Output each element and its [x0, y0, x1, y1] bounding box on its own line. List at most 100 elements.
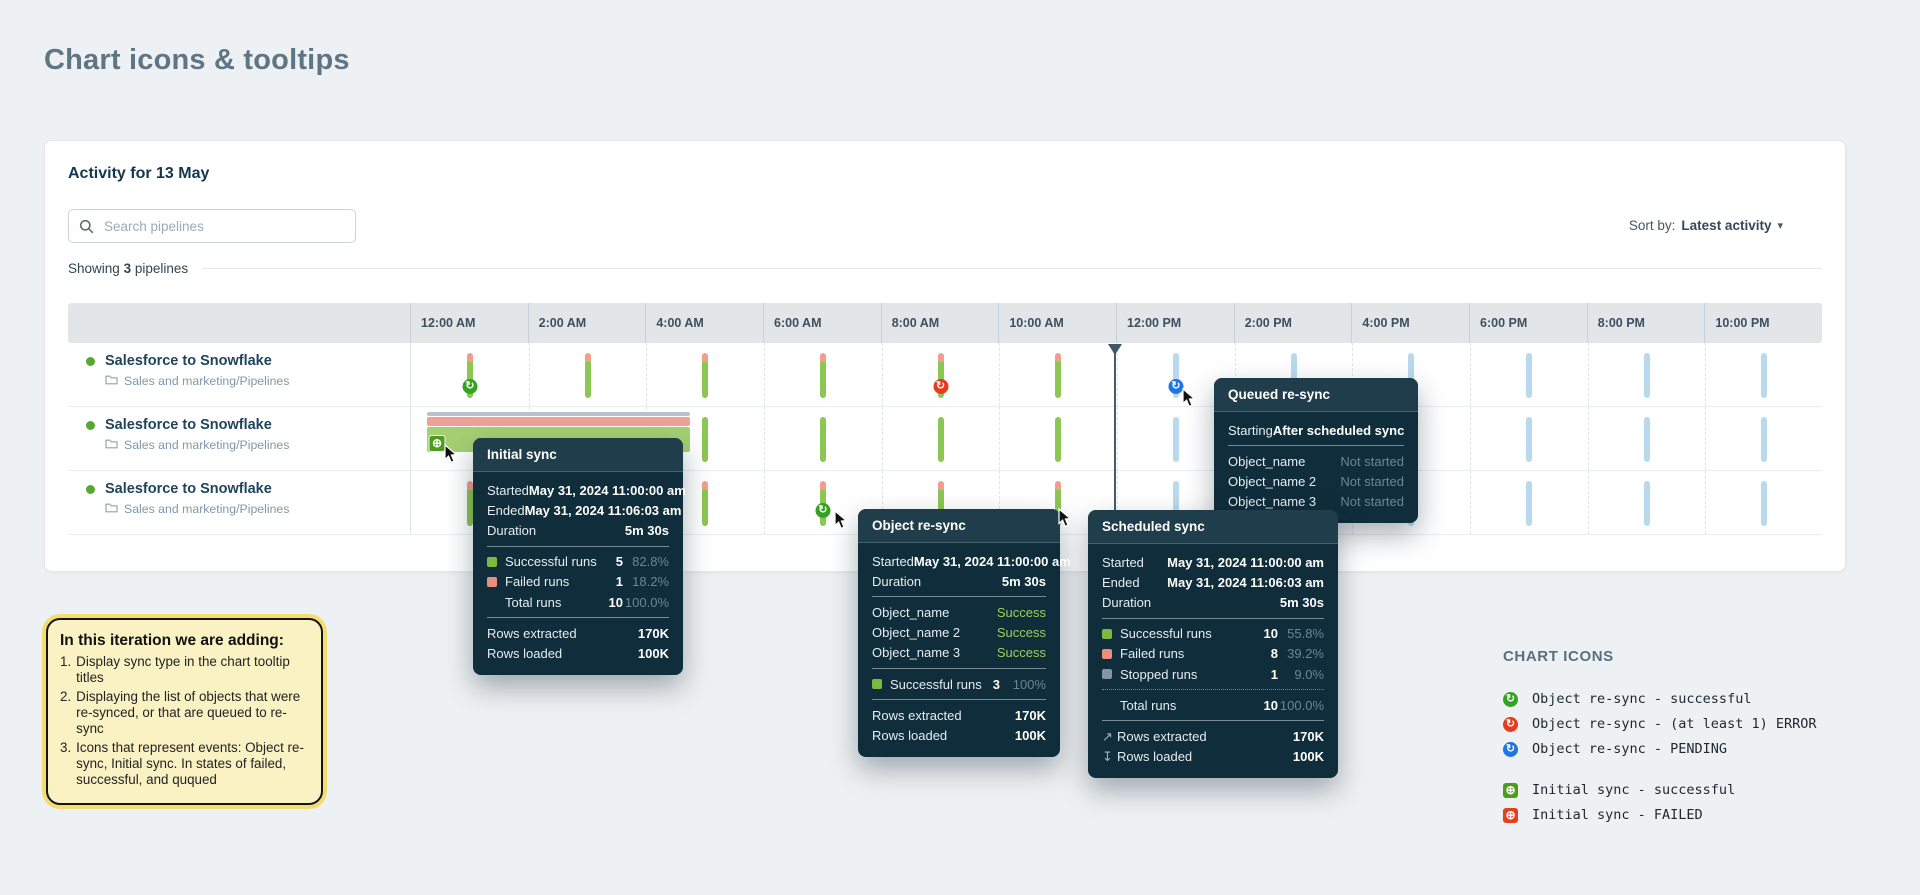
legend-label: Initial sync - FAILED [1532, 807, 1703, 823]
scheduled-run-bar[interactable] [1761, 481, 1768, 526]
scheduled-run-bar[interactable] [1761, 353, 1768, 398]
legend-label: Object re-sync - PENDING [1532, 741, 1728, 757]
legend-item: ⊕ Initial sync - FAILED [1503, 807, 1816, 823]
activity-timeline-table: 12:00 AM 2:00 AM 4:00 AM 6:00 AM 8:00 AM 10:0… [68, 303, 1822, 535]
tooltip-divider [1102, 720, 1324, 722]
tooltip-label: Successful runs [890, 676, 982, 692]
folder-icon [105, 374, 118, 388]
run-bar[interactable] [937, 417, 944, 462]
failed-tip [819, 353, 826, 362]
scheduled-run-bar[interactable] [1172, 353, 1179, 398]
tooltip-row: Total runs 10 100.0% [1102, 695, 1324, 715]
object-resync-error-icon[interactable]: ↻ [933, 379, 948, 394]
object-resync-pending-icon[interactable]: ↻ [1168, 379, 1184, 394]
bar-fill [702, 490, 709, 526]
grid-line [881, 471, 883, 534]
note-item: 2. Displaying the list of objects that we… [60, 688, 301, 737]
legend-item: ⊕ Initial sync - successful [1503, 782, 1816, 798]
run-bar[interactable] [702, 481, 709, 526]
scheduled-run-bar[interactable] [1643, 417, 1650, 462]
divider-line [202, 268, 1822, 269]
failed-tip [466, 353, 473, 362]
run-bar[interactable] [466, 481, 473, 526]
bar-fill [1055, 490, 1062, 526]
run-bar[interactable] [702, 417, 709, 462]
grid-line [1352, 343, 1354, 406]
bar-fill [1172, 353, 1179, 398]
search-input[interactable] [68, 209, 356, 243]
grid-line [1234, 343, 1236, 406]
bar-fill [1055, 417, 1062, 462]
scheduled-run-bar[interactable] [1172, 417, 1179, 462]
failed-tip [937, 353, 944, 362]
tooltip-label: Successful runs [505, 554, 597, 570]
scheduled-run-bar[interactable] [1525, 353, 1532, 398]
bar-fill [937, 490, 944, 526]
run-bar[interactable] [1055, 353, 1062, 398]
run-bar[interactable] [819, 417, 826, 462]
scheduled-run-bar[interactable] [1290, 353, 1297, 398]
tooltip-initial-sync: Initial sync Started May 31, 2024 11:00:0… [473, 438, 686, 675]
run-bar[interactable] [1055, 481, 1062, 526]
tooltip-label: Rows extracted [872, 707, 962, 723]
timeline-body: Salesforce to Snowflake Sales and marketi… [68, 343, 1822, 535]
run-bar[interactable] [702, 353, 709, 398]
tooltip-row: Failed runs 1 18.2% [487, 572, 669, 592]
scheduled-run-bar[interactable] [1643, 353, 1650, 398]
sort-dropdown[interactable]: Sort by: Latest activity ▾ [1629, 218, 1783, 233]
tooltip-row: Stopped runs 1 9.0% [1102, 664, 1324, 684]
pipeline-row[interactable]: Salesforce to Snowflake Sales and marketi… [68, 471, 1822, 535]
run-bar[interactable] [937, 481, 944, 526]
tooltip-value: 10 [1263, 626, 1278, 642]
scheduled-run-bar[interactable] [1172, 481, 1179, 526]
tooltip-label: Started [872, 553, 914, 569]
tooltip-divider [1228, 445, 1404, 447]
note-item: 1. Display sync type in the chart tooltip… [60, 654, 290, 686]
tooltip-label: Object_name 2 [1228, 473, 1317, 489]
pipeline-name-cell: Salesforce to Snowflake Sales and marketi… [68, 407, 410, 470]
grid-line [1470, 343, 1471, 406]
pipeline-row[interactable]: Salesforce to Snowflake Sales and marketi… [68, 407, 1822, 471]
chevron-down-icon: ▾ [1777, 220, 1783, 232]
tooltip-row: Starting After scheduled sync [1228, 420, 1404, 440]
tooltip-label: Stopped runs [1120, 666, 1198, 682]
scheduled-run-bar[interactable] [1761, 417, 1768, 462]
initial-sync-successful-icon[interactable]: ⊕ [428, 435, 446, 452]
tooltip-row: Rows loaded 100K [872, 725, 1046, 745]
bar-fill [1761, 417, 1768, 462]
grid-line [764, 343, 765, 406]
status-dot [86, 420, 95, 430]
tooltip-divider [487, 545, 669, 547]
grid-line [1470, 471, 1471, 534]
object-status: Success [996, 625, 1046, 641]
run-bar[interactable] [584, 353, 591, 398]
bar-fill [1290, 353, 1297, 398]
tooltip-row: Object_name Not started [1228, 451, 1404, 471]
tooltip-value: 170K [1292, 728, 1324, 744]
search-icon [79, 219, 94, 233]
scheduled-run-bar[interactable] [1643, 481, 1650, 526]
tooltip-value: 170K [637, 625, 669, 641]
scheduled-run-bar[interactable] [1525, 481, 1532, 526]
scheduled-run-bar[interactable] [1408, 353, 1415, 398]
sort-label: Sort by: [1628, 218, 1676, 233]
grid-line [646, 343, 648, 406]
current-time-line [1114, 347, 1116, 532]
tooltip-value: May 31, 2024 11:00:00 am [528, 482, 686, 498]
tooltip-divider [487, 617, 669, 619]
search-field[interactable] [102, 217, 345, 235]
note-title: In this iteration we are adding: [60, 632, 284, 649]
tooltip-label: Rows extracted [1117, 728, 1207, 744]
tooltip-scheduled-sync: Scheduled sync Started May 31, 2024 11:00… [1088, 510, 1338, 778]
tooltip-row: Duration 5m 30s [1102, 592, 1324, 612]
bar-fill [1408, 353, 1415, 398]
run-bar[interactable] [1055, 417, 1062, 462]
scheduled-run-bar[interactable] [1525, 417, 1532, 462]
pipeline-row[interactable]: Salesforce to Snowflake Sales and marketi… [68, 343, 1822, 407]
object-resync-successful-icon[interactable]: ↻ [815, 503, 831, 518]
tooltip-row: Duration 5m 30s [872, 571, 1046, 591]
bar-fill [819, 417, 826, 462]
object-resync-successful-icon[interactable]: ↻ [462, 379, 478, 394]
status-dot [86, 356, 95, 366]
run-bar[interactable] [819, 353, 826, 398]
